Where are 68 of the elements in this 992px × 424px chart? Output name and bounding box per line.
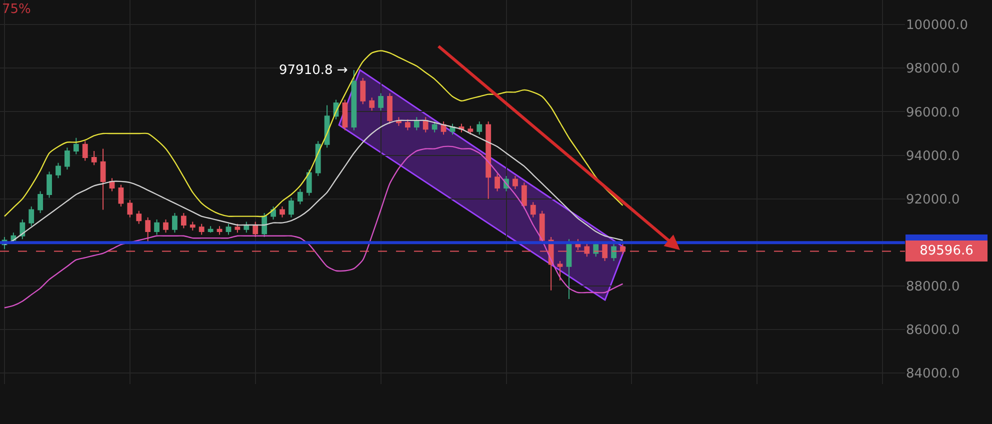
candlestick <box>369 97 375 112</box>
candlestick <box>387 92 392 124</box>
candlestick <box>216 226 222 236</box>
candlestick <box>64 147 70 170</box>
candlestick <box>82 140 88 162</box>
candlestick <box>73 137 79 155</box>
candlestick <box>270 206 276 220</box>
y-tick-label: 98000.0 <box>906 62 960 77</box>
candlestick <box>494 173 500 192</box>
candlestick <box>432 121 438 133</box>
candlestick <box>136 210 142 224</box>
candlestick <box>486 121 492 200</box>
candlestick <box>180 212 186 229</box>
candlestick <box>306 168 312 196</box>
candlestick <box>244 221 250 234</box>
candlestick <box>100 148 106 210</box>
candlestick <box>154 219 160 236</box>
y-tick-label: 86000.0 <box>906 323 960 338</box>
candlestick <box>172 212 178 234</box>
candlestick <box>521 182 527 210</box>
candlestick <box>324 104 330 148</box>
y-tick-label: 94000.0 <box>906 148 960 164</box>
annotation: 75% <box>2 2 31 17</box>
candlestick <box>163 219 168 234</box>
candlestick <box>512 175 518 190</box>
candlestick <box>28 206 34 227</box>
y-tick-label: 84000.0 <box>906 366 960 382</box>
candlestick <box>91 150 97 166</box>
candlestick <box>405 118 410 131</box>
candlestick <box>127 199 133 218</box>
y-tick-label: 92000.0 <box>906 192 960 208</box>
candlestick <box>198 223 204 236</box>
candlestick <box>38 190 44 214</box>
candlestick <box>351 70 357 131</box>
candlestick <box>468 125 474 136</box>
y-tick-label: 96000.0 <box>906 105 960 120</box>
candlestick <box>611 243 616 262</box>
candlestick <box>56 162 61 179</box>
candlestick <box>145 216 151 243</box>
candlestick <box>46 171 52 198</box>
candlestick <box>360 77 366 105</box>
candlestick <box>252 221 258 238</box>
candlestick <box>476 121 482 136</box>
line-series <box>4 50 624 218</box>
y-tick-label: 88000.0 <box>906 280 960 295</box>
annotation: 97910.8 → <box>279 63 348 78</box>
candlestick <box>280 206 285 218</box>
candlestick <box>566 238 572 300</box>
candlestick <box>208 226 214 234</box>
candlestick <box>190 221 196 231</box>
candlestick <box>297 188 303 205</box>
candlestick <box>422 116 428 133</box>
candlestick <box>288 197 294 218</box>
candlestick <box>557 260 563 282</box>
candlestick <box>262 212 268 238</box>
candlestick <box>414 116 420 131</box>
candlestick <box>342 99 348 131</box>
candlestick <box>315 140 321 176</box>
candlestick <box>234 223 240 234</box>
candlestick <box>530 202 536 218</box>
y-tick-label: 100000.0 <box>906 18 968 34</box>
ref-line-label: 89596.6 <box>920 244 974 258</box>
candlestick <box>378 92 384 112</box>
candlestick <box>20 219 26 240</box>
line-series <box>4 146 624 308</box>
candlestick <box>226 223 232 236</box>
candlestick <box>118 184 124 207</box>
line-series <box>4 120 624 246</box>
